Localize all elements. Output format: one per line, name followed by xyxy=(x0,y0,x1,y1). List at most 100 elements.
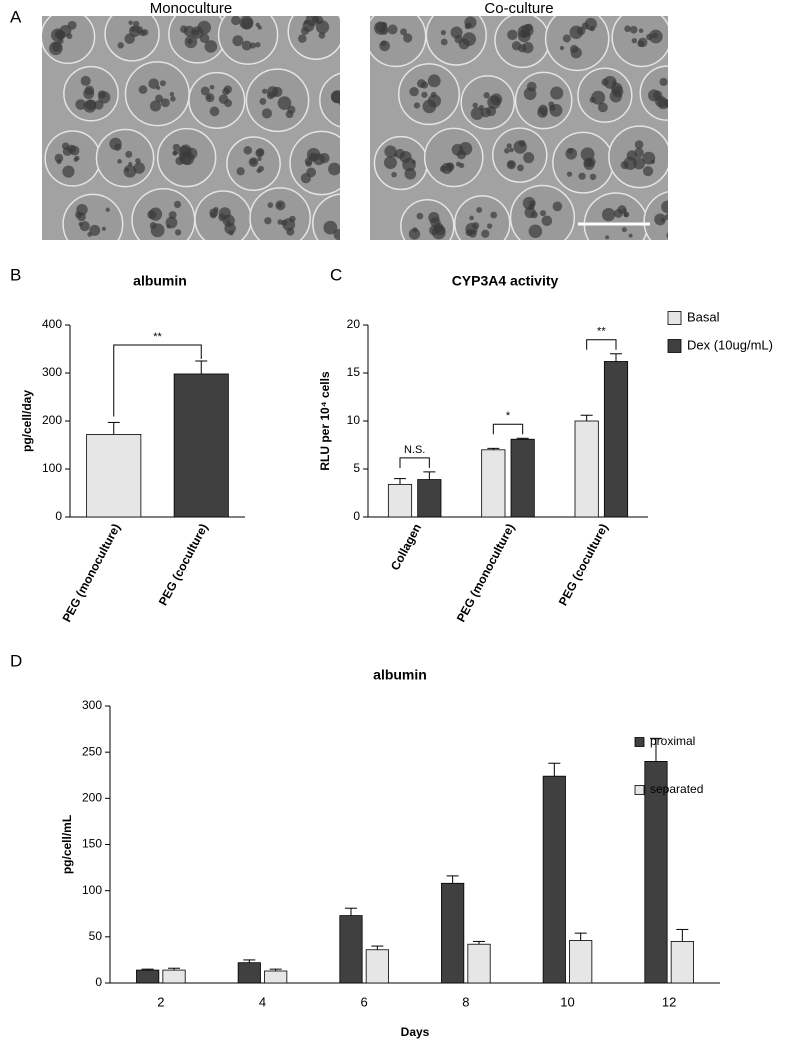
bar xyxy=(136,969,160,984)
cell-cluster xyxy=(173,200,182,209)
cell-cluster xyxy=(135,158,141,164)
cell-cluster xyxy=(255,22,261,28)
cell-cluster xyxy=(465,22,472,29)
cell-cluster xyxy=(665,213,668,221)
cell-cluster xyxy=(125,150,133,158)
y-axis-label: pg/cell/day xyxy=(20,390,34,452)
cell-cluster xyxy=(101,226,106,231)
cell-cluster xyxy=(54,29,65,40)
cell-cluster xyxy=(256,168,262,174)
bar xyxy=(542,775,566,984)
cell-cluster xyxy=(647,89,661,102)
legend-swatch xyxy=(667,311,682,325)
cell-cluster xyxy=(400,28,408,36)
cell-cluster xyxy=(450,26,463,39)
bar xyxy=(441,882,465,984)
microwell xyxy=(188,71,246,129)
cell-cluster xyxy=(517,25,531,38)
cell-cluster xyxy=(548,101,555,108)
microwell xyxy=(453,195,511,240)
significance-bracket xyxy=(586,339,617,350)
cell-cluster xyxy=(391,171,397,178)
bar xyxy=(569,940,593,984)
bar xyxy=(603,361,629,518)
x-tick-label: PEG (coculture) xyxy=(156,521,211,608)
bar xyxy=(264,970,288,984)
x-tick-label: PEG (monoculture) xyxy=(454,521,518,624)
cell-cluster xyxy=(49,41,63,56)
y-tick-label: 400 xyxy=(42,317,62,331)
cell-cluster xyxy=(409,86,419,97)
significance-label: N.S. xyxy=(404,444,425,456)
cell-cluster xyxy=(223,85,232,94)
cell-cluster xyxy=(637,40,645,48)
x-tick-label: PEG (monoculture) xyxy=(60,521,124,624)
x-tick-label: PEG (coculture) xyxy=(556,521,611,608)
y-tick-label: 10 xyxy=(347,413,361,427)
microwell xyxy=(423,127,484,188)
y-tick-label: 50 xyxy=(89,929,103,943)
bar xyxy=(162,969,186,984)
cell-cluster xyxy=(633,157,645,170)
bar xyxy=(387,483,413,518)
y-tick-label: 15 xyxy=(347,365,361,379)
cell-cluster xyxy=(355,96,360,101)
cell-cluster xyxy=(393,153,398,158)
bar xyxy=(467,943,491,984)
cell-cluster xyxy=(384,145,397,158)
cell-cluster xyxy=(83,88,95,100)
y-axis-label: pg/cell/mL xyxy=(60,815,74,874)
legend-swatch xyxy=(667,339,682,353)
micrograph xyxy=(42,16,360,240)
cell-cluster xyxy=(490,93,503,106)
cell-cluster xyxy=(277,96,292,110)
cell-cluster xyxy=(56,159,62,165)
microwell xyxy=(370,16,427,68)
microwell xyxy=(245,68,310,133)
cell-cluster xyxy=(350,96,359,105)
chart-title: albumin xyxy=(373,667,427,683)
y-axis-label: RLU per 10⁴ cells xyxy=(318,371,332,471)
cell-cluster xyxy=(77,212,86,222)
cell-cluster xyxy=(179,144,192,157)
legend-label: Basal xyxy=(687,309,720,324)
cell-cluster xyxy=(624,25,631,33)
cell-cluster xyxy=(346,236,350,240)
cell-cluster xyxy=(133,20,140,28)
significance-bracket xyxy=(492,423,524,435)
cell-cluster xyxy=(480,107,491,118)
cell-cluster xyxy=(243,146,253,155)
cell-cluster xyxy=(562,34,571,43)
cell-cluster xyxy=(89,224,101,236)
microwell xyxy=(319,72,340,128)
y-tick-label: 250 xyxy=(82,744,102,758)
x-tick-label: 6 xyxy=(361,994,368,1009)
cell-cluster xyxy=(675,224,683,232)
cell-cluster xyxy=(516,164,524,172)
cell-cluster xyxy=(677,215,684,222)
cell-cluster xyxy=(440,38,448,46)
legend-label: separated xyxy=(650,782,703,796)
cell-cluster xyxy=(69,145,80,156)
cell-cluster xyxy=(80,75,91,86)
cell-cluster xyxy=(416,212,424,220)
bar xyxy=(86,434,142,518)
microwell xyxy=(639,65,668,121)
cell-cluster xyxy=(427,74,441,88)
bar xyxy=(237,962,261,984)
cell-cluster xyxy=(204,40,218,53)
cell-cluster xyxy=(98,91,111,104)
cell-cluster xyxy=(231,16,241,26)
cell-cluster xyxy=(583,158,593,168)
y-tick-label: 5 xyxy=(353,461,360,475)
cell-cluster xyxy=(569,25,583,39)
microwell xyxy=(397,63,461,126)
cell-cluster xyxy=(117,159,122,164)
cell-cluster xyxy=(539,210,547,217)
image-label: Co-culture xyxy=(484,0,553,17)
cell-cluster xyxy=(565,147,578,160)
cell-cluster xyxy=(256,148,265,157)
cell-cluster xyxy=(75,99,87,110)
cell-cluster xyxy=(456,149,467,160)
cell-cluster xyxy=(345,212,356,223)
